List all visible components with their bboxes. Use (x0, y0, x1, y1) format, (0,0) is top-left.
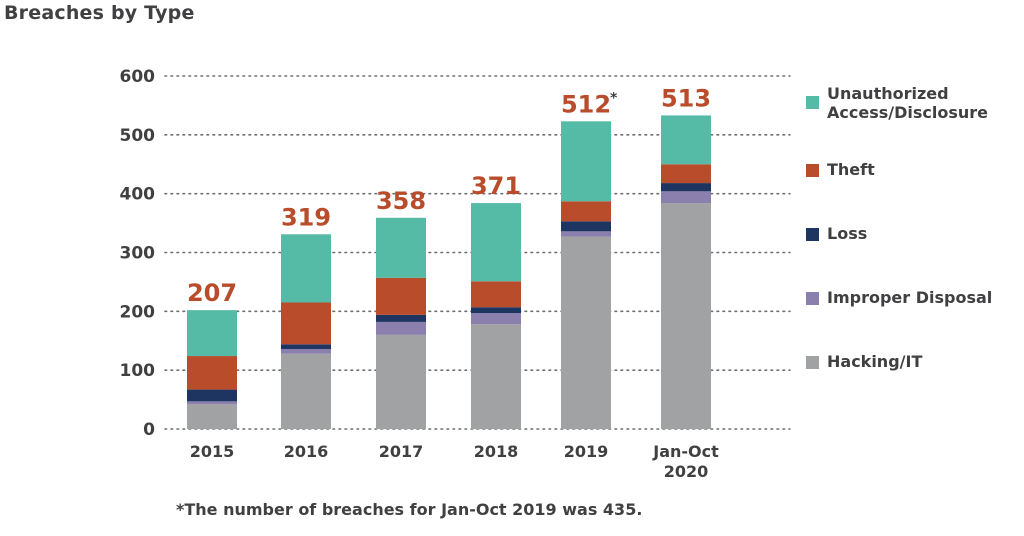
bar-segment-loss (471, 307, 521, 314)
x-tick-label: 2017 (379, 442, 424, 461)
y-tick-label: 200 (120, 302, 156, 322)
x-tick-label: 2018 (474, 442, 519, 461)
x-axis-labels: 2015 2016 2017 2018 2019 Jan-Oct 2020 (190, 442, 719, 481)
bar-segment-hacking-it (281, 353, 331, 429)
chart-title: Breaches by Type (4, 2, 195, 24)
y-tick-label: 600 (120, 67, 156, 87)
legend-swatch (806, 292, 819, 305)
y-tick-label: 400 (120, 185, 156, 205)
bar-segment-unauthorized-access-disclosure (471, 203, 521, 282)
x-tick-label: 2019 (564, 442, 609, 461)
y-tick-label: 300 (120, 244, 156, 264)
x-tick-label: 2015 (190, 442, 235, 461)
bar-segment-improper-disposal (187, 401, 237, 405)
bar-stack (661, 115, 711, 429)
bar-segment-unauthorized-access-disclosure (661, 115, 711, 165)
bar-segment-loss (281, 344, 331, 349)
bar-segment-improper-disposal (471, 313, 521, 325)
legend-item: Hacking/IT (806, 352, 922, 371)
bar-segment-loss (561, 221, 611, 232)
total-labels: 207 319 358 371 512* 513 (187, 84, 711, 307)
bar-stack (281, 234, 331, 429)
legend-swatch (806, 96, 819, 109)
bar-segment-theft (661, 164, 711, 184)
bar-segment-loss (661, 183, 711, 192)
bar-segment-improper-disposal (561, 231, 611, 237)
total-label: 207 (187, 279, 237, 307)
bar-segment-improper-disposal (376, 321, 426, 335)
footnote: *The number of breaches for Jan-Oct 2019… (176, 500, 643, 519)
y-tick-label: 0 (143, 420, 155, 440)
legend-label: Theft (827, 160, 875, 179)
bar-segment-theft (471, 281, 521, 308)
y-tick-label: 500 (120, 126, 156, 146)
legend-item: Improper Disposal (806, 288, 992, 307)
bar-segment-hacking-it (187, 404, 237, 429)
bar-stack (376, 217, 426, 429)
bar-segment-hacking-it (661, 203, 711, 429)
legend-item: Unauthorized Access/Disclosure (806, 84, 988, 122)
total-label: 513 (661, 84, 711, 112)
bar-segment-loss (376, 314, 426, 322)
bars (187, 115, 711, 429)
legend-label: Unauthorized Access/Disclosure (827, 84, 988, 122)
bar-segment-theft (187, 356, 237, 390)
legend-item: Loss (806, 224, 867, 243)
bar-segment-improper-disposal (661, 191, 711, 204)
bar-stack (561, 121, 611, 429)
x-tick-label: Jan-Oct 2020 (652, 442, 719, 481)
asterisk-marker: * (610, 90, 618, 106)
legend-swatch (806, 228, 819, 241)
bar-segment-unauthorized-access-disclosure (281, 234, 331, 303)
bar-stack (471, 203, 521, 429)
bar-stack (187, 310, 237, 429)
bar-segment-unauthorized-access-disclosure (376, 217, 426, 278)
bar-segment-theft (281, 302, 331, 345)
legend-label: Hacking/IT (827, 352, 923, 371)
bar-segment-improper-disposal (281, 348, 331, 354)
bar-segment-theft (376, 277, 426, 315)
bar-segment-hacking-it (376, 334, 426, 429)
bar-segment-theft (561, 201, 611, 222)
bar-segment-unauthorized-access-disclosure (561, 121, 611, 202)
total-label: 371 (471, 172, 521, 200)
bar-segment-hacking-it (561, 236, 611, 429)
total-label: 512 (561, 90, 611, 118)
bar-segment-hacking-it (471, 324, 521, 429)
x-tick-label: 2016 (284, 442, 329, 461)
y-axis-ticks: 0 100 200 300 400 500 600 (120, 67, 156, 440)
legend-swatch (806, 356, 819, 369)
legend-label: Loss (827, 224, 868, 243)
bar-segment-unauthorized-access-disclosure (187, 310, 237, 357)
legend-item: Theft (806, 160, 875, 179)
legend-label: Improper Disposal (827, 288, 993, 307)
legend-swatch (806, 164, 819, 177)
total-label: 358 (376, 187, 426, 215)
y-tick-label: 100 (120, 361, 156, 381)
total-label: 319 (281, 203, 331, 231)
bar-segment-loss (187, 389, 237, 402)
